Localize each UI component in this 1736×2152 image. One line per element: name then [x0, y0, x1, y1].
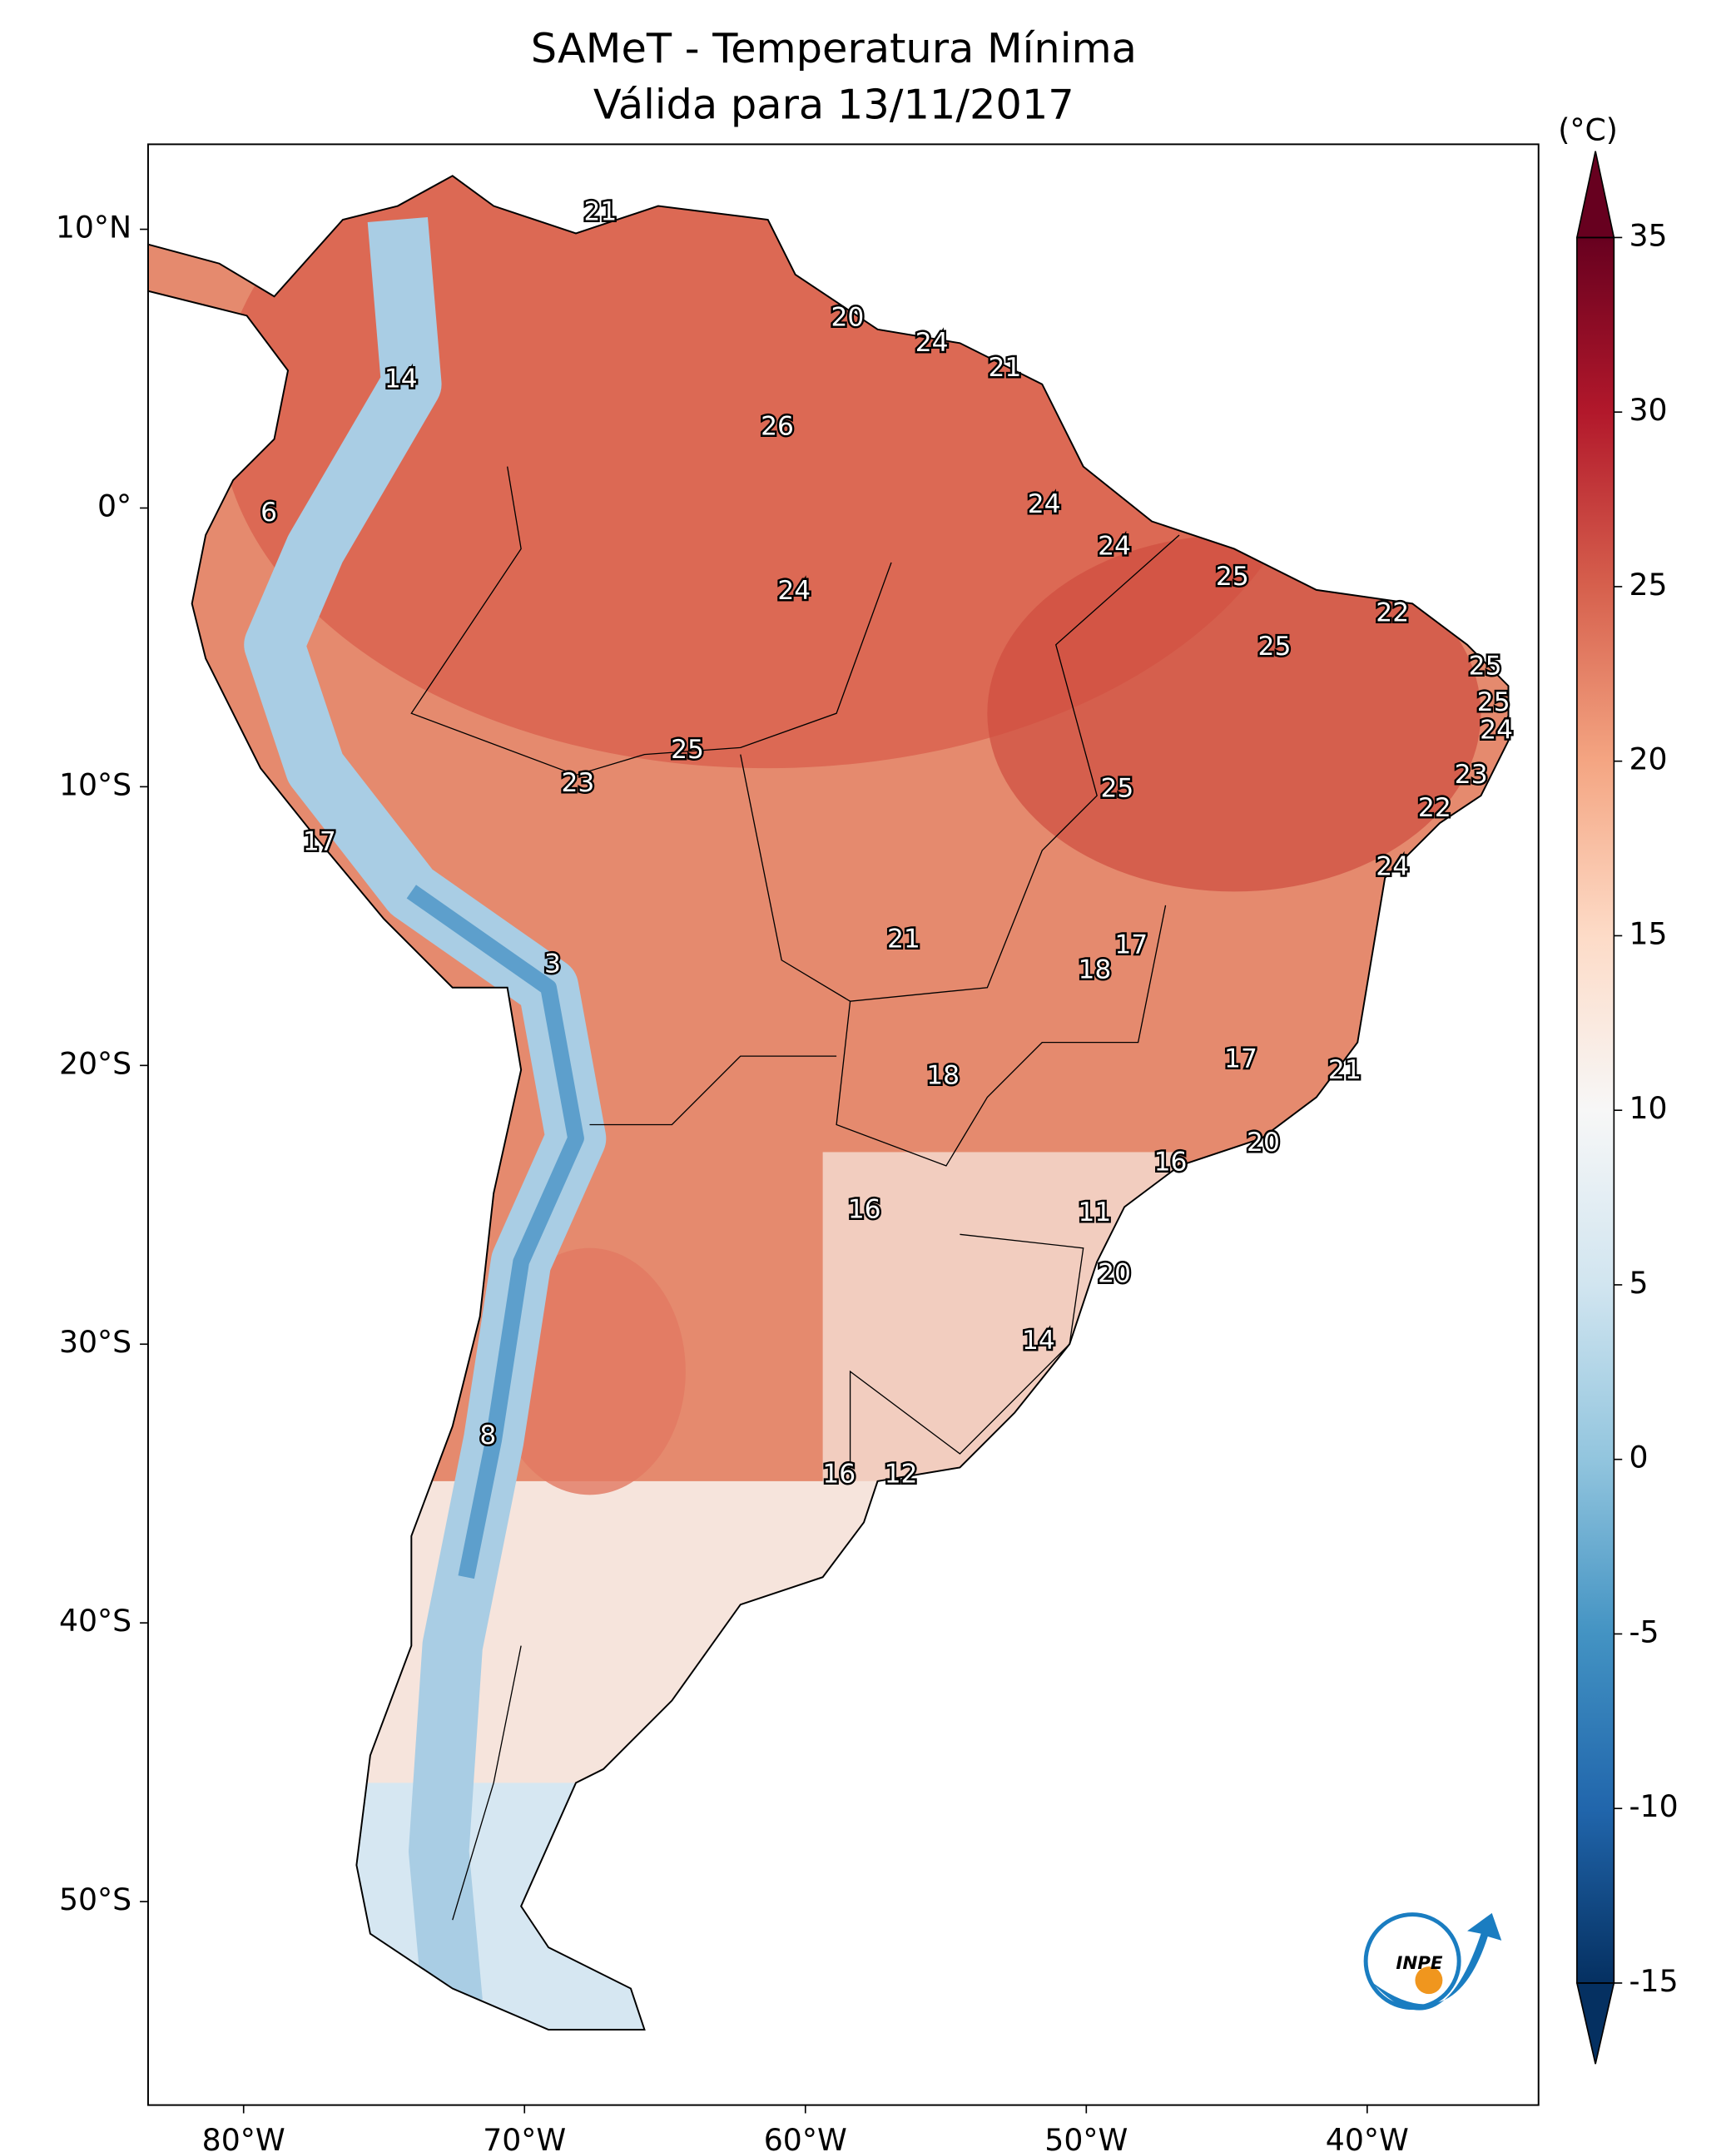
- station-label: 21: [1328, 1055, 1362, 1085]
- station-label: 16: [1154, 1148, 1188, 1178]
- station-label: 25: [1101, 774, 1134, 804]
- station-label: 25: [1477, 687, 1510, 717]
- station-label: 24: [1480, 715, 1513, 745]
- station-label: 23: [1455, 760, 1488, 790]
- station-label: 25: [671, 735, 704, 765]
- station-label: 8: [479, 1421, 496, 1450]
- station-label: 11: [1079, 1197, 1112, 1227]
- plot-frame: [146, 143, 1540, 2106]
- station-label: 17: [303, 826, 336, 856]
- station-label: 20: [1247, 1128, 1280, 1158]
- station-label: 25: [1469, 651, 1502, 681]
- station-label: 26: [761, 411, 794, 441]
- y-tick-label: 50°S: [59, 1882, 131, 1917]
- station-label: 25: [1216, 562, 1249, 592]
- colorbar-tick-label: -10: [1629, 1788, 1678, 1824]
- colorbar-tick-label: -15: [1629, 1963, 1678, 1999]
- y-tick-label: 20°S: [59, 1045, 131, 1081]
- station-label: 6: [260, 498, 277, 528]
- y-tick-label: 40°S: [59, 1603, 131, 1639]
- colorbar-tick-label: 35: [1629, 217, 1667, 253]
- station-label: 21: [583, 196, 617, 226]
- station-label: 14: [384, 364, 418, 394]
- y-tick-label: 30°S: [59, 1324, 131, 1360]
- station-label: 24: [1098, 531, 1131, 561]
- station-label: 3: [544, 950, 561, 979]
- borders: [410, 466, 1180, 1921]
- station-label: 14: [1022, 1326, 1055, 1356]
- station-label: 12: [885, 1460, 918, 1490]
- logo-text: INPE: [1396, 1953, 1443, 1974]
- station-label: 20: [1098, 1259, 1131, 1289]
- colorbar: [1576, 237, 1614, 1983]
- colorbar-tick-label: 15: [1629, 915, 1667, 951]
- x-tick-label: 40°W: [1326, 2122, 1409, 2152]
- subtitle: Válida para 13/11/2017: [593, 80, 1074, 128]
- station-label: 25: [1258, 632, 1292, 662]
- station-label: 18: [926, 1061, 960, 1091]
- colorbar-tick-label: 20: [1629, 741, 1667, 777]
- x-tick-label: 70°W: [483, 2122, 566, 2152]
- coastline: [146, 175, 1510, 2031]
- station-label: 16: [848, 1194, 881, 1224]
- station-label: 23: [561, 768, 594, 798]
- logo: INPE: [1363, 1912, 1502, 2011]
- colorbar-tick-label: 10: [1629, 1090, 1667, 1126]
- station-label: 24: [1376, 852, 1409, 882]
- station-label: 20: [831, 303, 864, 333]
- station-label: 21: [887, 925, 920, 955]
- x-tick-label: 60°W: [764, 2122, 847, 2152]
- title: SAMeT - Temperatura Mínima: [531, 24, 1137, 72]
- y-tick-label: 10°N: [56, 210, 131, 245]
- colorbar-tick-label: 30: [1629, 392, 1667, 428]
- y-tick-label: 10°S: [59, 766, 131, 802]
- station-label: 24: [777, 576, 811, 606]
- colorbar-tick-label: 25: [1629, 567, 1667, 602]
- x-tick-label: 50°W: [1044, 2122, 1128, 2152]
- x-tick-label: 80°W: [202, 2122, 285, 2152]
- y-tick-label: 0°: [97, 488, 131, 523]
- station-label: 21: [989, 353, 1022, 383]
- colorbar-tick-label: 5: [1629, 1265, 1648, 1301]
- station-label: 24: [1028, 489, 1061, 519]
- colorbar-tick-label: 0: [1629, 1440, 1648, 1475]
- station-label: 17: [1114, 930, 1148, 959]
- station-label: 17: [1224, 1044, 1257, 1074]
- station-label: 22: [1376, 598, 1409, 628]
- station-label: 24: [915, 328, 949, 358]
- station-label: 16: [822, 1460, 856, 1490]
- colorbar-tick-label: -5: [1629, 1614, 1659, 1649]
- station-label: 18: [1079, 955, 1112, 984]
- station-label: 22: [1418, 793, 1451, 823]
- colorbar-label: (°C): [1558, 112, 1618, 148]
